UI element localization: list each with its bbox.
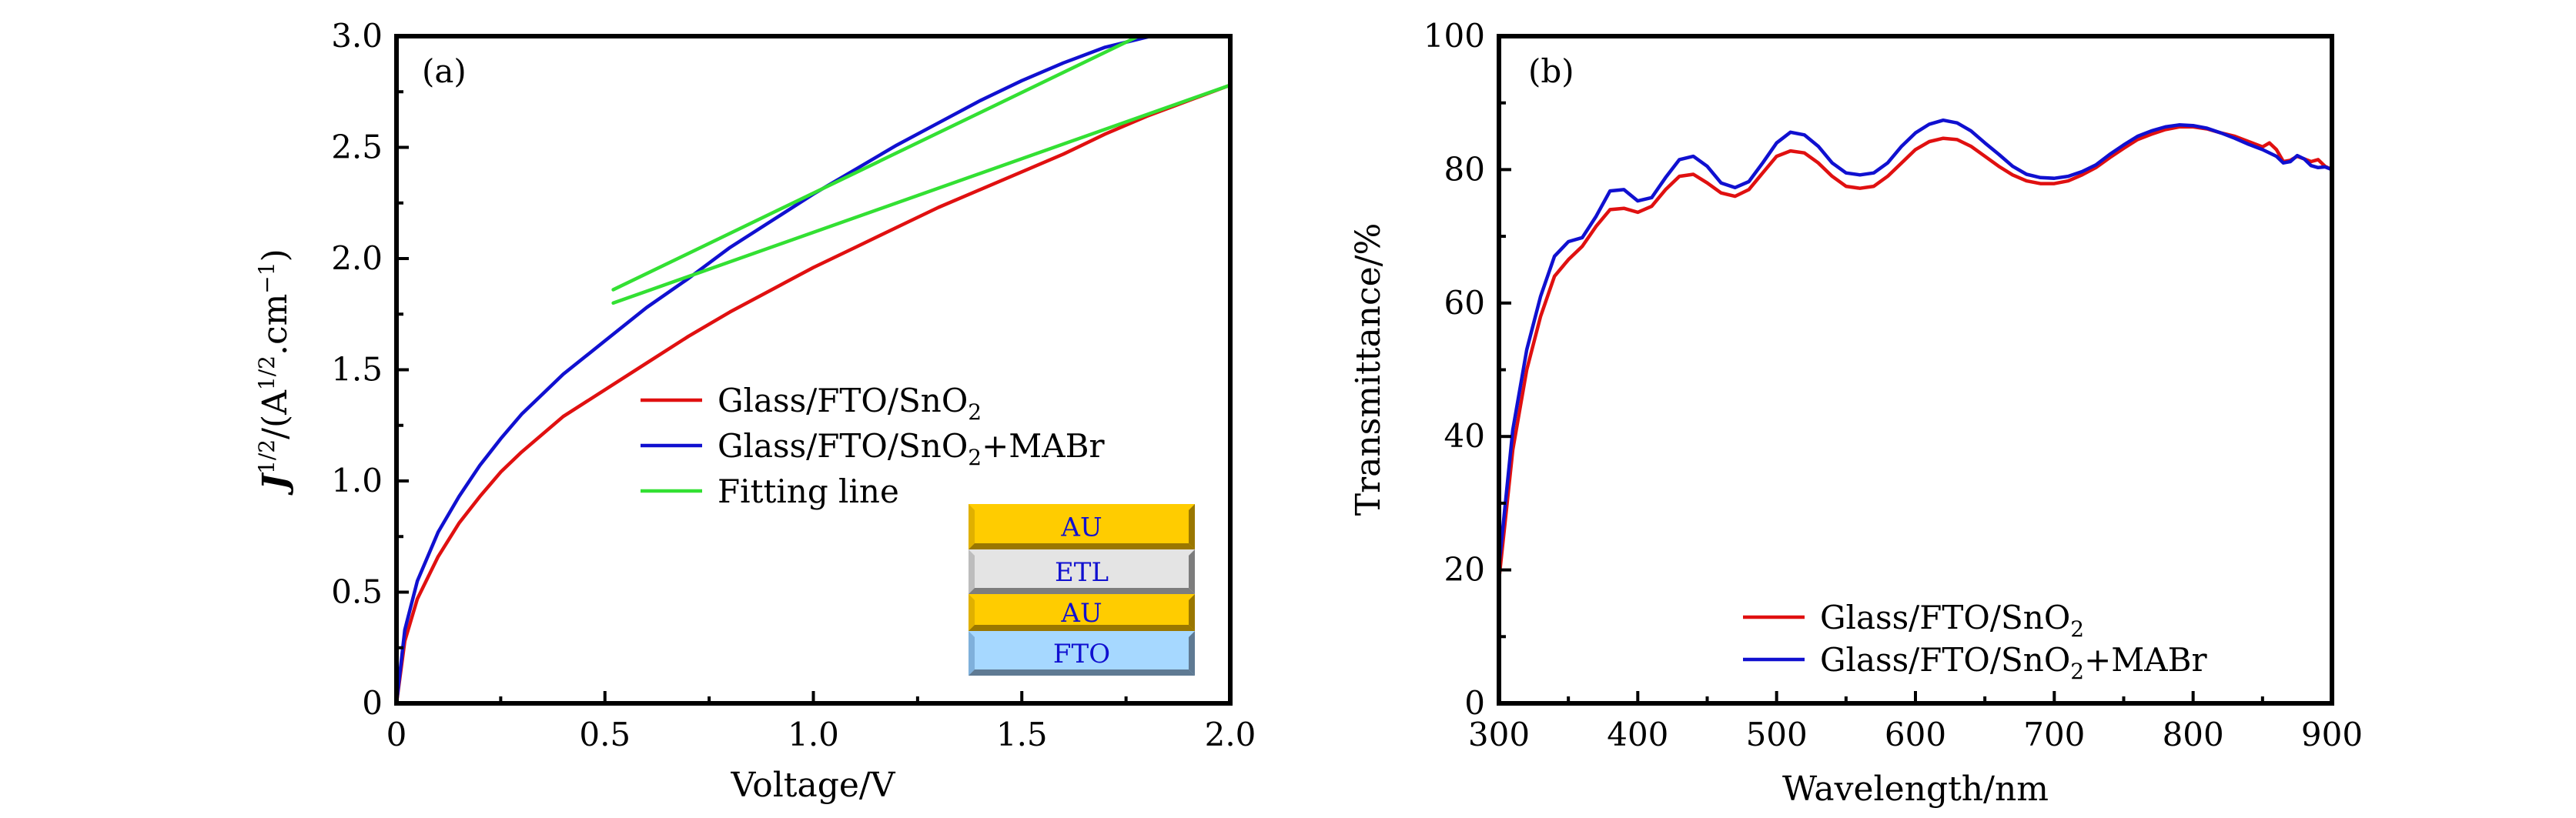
panel-a-curves xyxy=(396,36,1230,703)
inset-layer-label: ETL xyxy=(1055,557,1109,588)
series-glass-fto-sno2 xyxy=(1499,125,2332,582)
x-tick-label: 300 xyxy=(1468,716,1530,753)
y-title-sup2: 1/2 xyxy=(254,356,279,390)
inset-layer-label: AU xyxy=(1060,513,1102,543)
legend-label: Glass/FTO/SnO2+MABr xyxy=(718,427,1106,470)
x-tick-label: 0.5 xyxy=(579,716,631,753)
panel-a-label: (a) xyxy=(422,52,467,90)
x-tick-label: 0 xyxy=(386,716,407,753)
panel-a-x-axis-title: Voltage/V xyxy=(730,766,895,805)
legend-item: Glass/FTO/SnO2 xyxy=(1743,599,2084,642)
inset-layer-au: AU xyxy=(969,594,1195,631)
legend-label: Fitting line xyxy=(718,472,899,510)
series-fitting-line-1 xyxy=(611,36,1141,292)
y-tick-label: 100 xyxy=(1423,17,1485,55)
inset-layer-fto: FTO xyxy=(969,631,1195,676)
x-tick-label: 2.0 xyxy=(1205,716,1256,753)
series-glass-fto-sno2-mabr xyxy=(1499,118,2332,569)
panel-b-curves xyxy=(1499,118,2332,582)
panel-b-label: (b) xyxy=(1528,52,1574,90)
y-title-mid: /(A xyxy=(256,389,295,439)
panel-b-y-axis-title: Transmittance/% xyxy=(1349,223,1388,516)
x-tick-label: 1.5 xyxy=(996,716,1048,753)
legend-label: Glass/FTO/SnO2 xyxy=(718,382,982,425)
panel-b-x-axis-title: Wavelength/nm xyxy=(1782,770,2049,809)
x-tick-label: 500 xyxy=(1746,716,1808,753)
panel-a: AU ETL AU FTO 0 0.5 1.0 1.5 2.0 0 0.5 1.0 1.5 2.0 2.5… xyxy=(254,17,1256,805)
device-structure-inset: AU ETL AU FTO xyxy=(969,504,1195,676)
x-tick-label: 700 xyxy=(2023,716,2085,753)
x-tick-label: 600 xyxy=(1885,716,1946,753)
x-tick-label: 400 xyxy=(1607,716,1668,753)
y-tick-label: 0 xyxy=(362,684,383,722)
legend-item: Glass/FTO/SnO2 xyxy=(641,382,982,425)
panel-a-y-axis-title: J1/2/(A1/2.cm−1) xyxy=(254,249,295,496)
y-tick-label: 80 xyxy=(1444,150,1485,188)
x-tick-label: 900 xyxy=(2301,716,2363,753)
x-tick-label: 800 xyxy=(2163,716,2224,753)
y-title-mid2: .cm xyxy=(256,294,295,356)
inset-layer-etl: ETL xyxy=(969,549,1195,594)
y-tick-label: 60 xyxy=(1444,284,1485,322)
y-tick-label: 0.5 xyxy=(331,573,383,611)
y-tick-label: 1.5 xyxy=(331,351,383,389)
y-title-sup3: −1 xyxy=(254,262,279,293)
y-tick-label: 3.0 xyxy=(331,17,383,55)
y-title-sup1: 1/2 xyxy=(254,439,279,474)
panel-b-ticks: 300 400 500 600 700 800 900 0 20 40 60 80 100 xyxy=(1423,17,2363,753)
series-glass-fto-sno2 xyxy=(396,83,1230,703)
y-tick-label: 0 xyxy=(1464,684,1485,722)
panel-a-legend: Glass/FTO/SnO2Glass/FTO/SnO2+MABrFitting… xyxy=(641,382,1106,510)
panel-a-ticks: 0 0.5 1.0 1.5 2.0 0 0.5 1.0 1.5 2.0 2.5 3.0 xyxy=(331,17,1256,753)
y-title-end: ) xyxy=(256,249,295,262)
y-title-j: J xyxy=(256,472,295,496)
y-tick-label: 20 xyxy=(1444,551,1485,589)
series-glass-fto-sno2-mabr xyxy=(396,36,1153,703)
inset-layer-label: FTO xyxy=(1053,639,1110,669)
legend-label: Glass/FTO/SnO2+MABr xyxy=(1820,641,2208,684)
legend-item: Glass/FTO/SnO2+MABr xyxy=(1743,641,2208,684)
inset-layer-label: AU xyxy=(1060,598,1102,629)
legend-item: Glass/FTO/SnO2+MABr xyxy=(641,427,1106,470)
y-tick-label: 2.0 xyxy=(331,239,383,277)
y-tick-label: 2.5 xyxy=(331,129,383,166)
y-tick-label: 40 xyxy=(1444,417,1485,455)
panel-b: 300 400 500 600 700 800 900 0 20 40 60 80 100 (b) Wa… xyxy=(1349,17,2363,809)
y-tick-label: 1.0 xyxy=(331,462,383,499)
inset-layer-au: AU xyxy=(969,504,1195,549)
x-tick-label: 1.0 xyxy=(788,716,839,753)
legend-label: Glass/FTO/SnO2 xyxy=(1820,599,2084,642)
series-fitting-line-2 xyxy=(611,83,1230,305)
legend-item: Fitting line xyxy=(641,472,899,510)
